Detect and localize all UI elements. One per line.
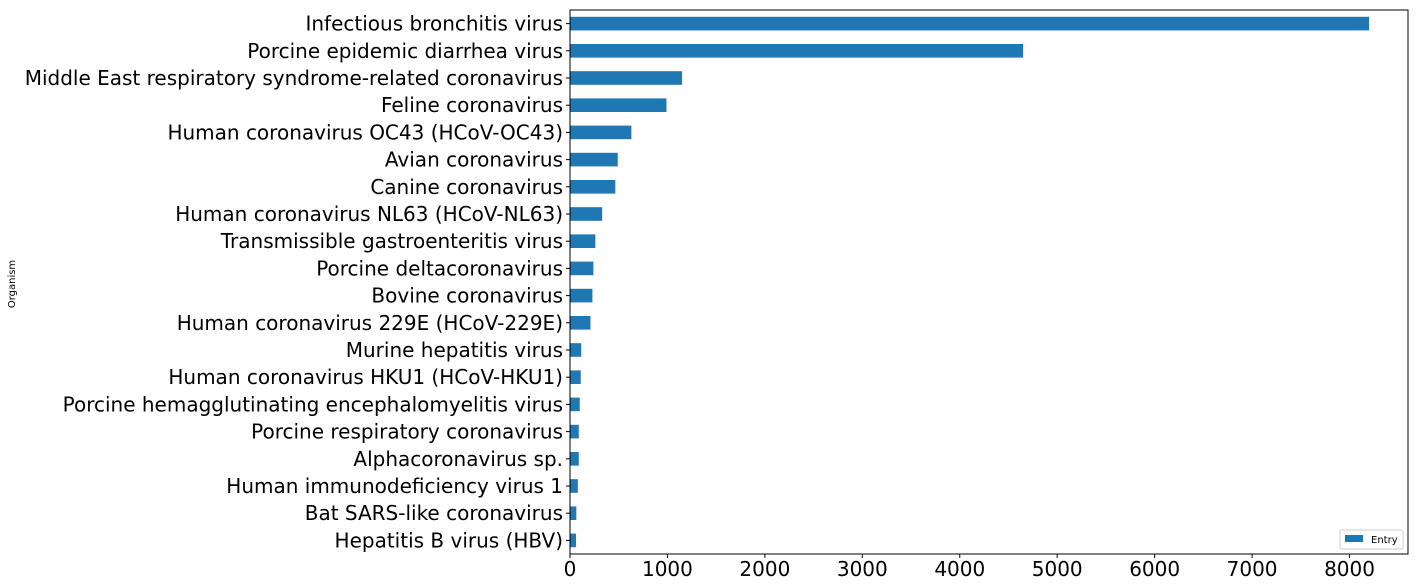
x-tick-label: 5000 <box>1032 557 1083 581</box>
bar-13 <box>570 370 581 384</box>
legend-swatch <box>1345 535 1363 542</box>
bars-group <box>570 16 1370 548</box>
x-tick-label: 2000 <box>739 557 790 581</box>
category-label: Infectious bronchitis virus <box>305 12 563 36</box>
bar-3 <box>570 98 667 112</box>
x-tick-label: 1000 <box>642 557 693 581</box>
category-label: Bovine coronavirus <box>371 284 563 308</box>
category-label: Feline coronavirus <box>381 93 563 117</box>
bar-4 <box>570 125 632 140</box>
category-label: Human coronavirus 229E (HCoV-229E) <box>177 311 563 335</box>
category-label: Canine coronavirus <box>370 175 563 199</box>
category-label: Bat SARS-like coronavirus <box>305 501 563 525</box>
legend: Entry <box>1339 529 1404 550</box>
category-label: Porcine deltacoronavirus <box>316 256 563 280</box>
y-axis-label: Organism <box>7 260 18 308</box>
category-label: Transmissible gastroenteritis virus <box>220 229 563 253</box>
category-label: Avian coronavirus <box>385 148 563 172</box>
x-tick-label: 4000 <box>934 557 985 581</box>
x-tick-label: 3000 <box>837 557 888 581</box>
bar-6 <box>570 180 616 194</box>
category-label: Middle East respiratory syndrome-related… <box>25 66 563 90</box>
bar-10 <box>570 288 593 303</box>
bar-14 <box>570 397 580 412</box>
bar-15 <box>570 424 579 439</box>
x-tick-label: 0 <box>564 557 577 581</box>
x-ticks-group: 0 1000 2000 3000 4000 5000 6000 7000 8000 <box>564 554 1375 581</box>
x-tick-label: 7000 <box>1227 557 1278 581</box>
category-label: Human coronavirus HKU1 (HCoV-HKU1) <box>168 365 563 389</box>
plot-frame <box>569 9 1409 555</box>
bar-1 <box>570 44 1024 58</box>
bar-12 <box>570 343 582 357</box>
category-label: Alphacoronavirus sp. <box>353 447 563 471</box>
bar-0 <box>570 16 1370 31</box>
bar-16 <box>570 452 579 466</box>
category-label: Porcine respiratory coronavirus <box>251 420 563 444</box>
bar-5 <box>570 152 618 167</box>
category-label: Porcine epidemic diarrhea virus <box>247 39 563 63</box>
x-tick-label: 8000 <box>1324 557 1375 581</box>
legend-box <box>1339 529 1404 550</box>
bar-2 <box>570 71 683 85</box>
category-label: Human immunodeficiency virus 1 <box>226 474 563 498</box>
category-label: Murine hepatitis virus <box>346 338 563 362</box>
bar-18 <box>570 506 577 520</box>
category-label: Porcine hemagglutinating encephalomyelit… <box>63 392 563 416</box>
bar-11 <box>570 316 591 330</box>
category-label: Human coronavirus NL63 (HCoV-NL63) <box>175 202 563 226</box>
x-tick-label: 6000 <box>1129 557 1180 581</box>
bar-17 <box>570 479 578 493</box>
bar-8 <box>570 234 596 248</box>
category-label: Hepatitis B virus (HBV) <box>335 528 563 552</box>
category-labels-group: Infectious bronchitis virus Porcine epide… <box>25 12 570 552</box>
bar-9 <box>570 261 594 276</box>
bar-7 <box>570 207 603 221</box>
legend-label-entry: Entry <box>1371 535 1398 546</box>
bar-19 <box>570 533 577 548</box>
category-label: Human coronavirus OC43 (HCoV-OC43) <box>167 120 563 144</box>
